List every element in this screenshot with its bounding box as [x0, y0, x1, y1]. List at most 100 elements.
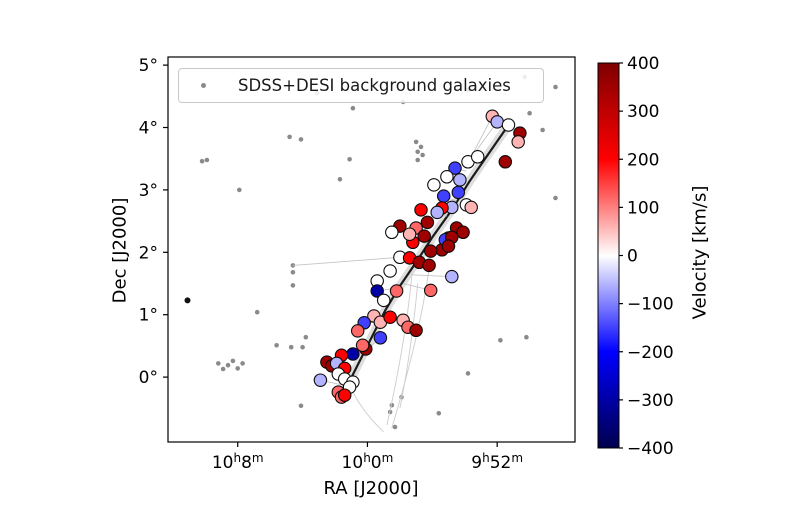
background-galaxy-dot	[216, 361, 221, 366]
background-galaxy-dot	[287, 134, 292, 140]
colorbar-title: Velocity [km/s]	[689, 185, 711, 320]
connector-line	[411, 274, 452, 278]
background-galaxy-dot	[290, 283, 296, 288]
member-galaxy-point	[423, 283, 438, 298]
background-galaxy-dot	[465, 371, 471, 376]
member-galaxy-point	[445, 269, 459, 284]
axes-frame	[167, 56, 576, 443]
member-galaxy-point	[464, 200, 478, 215]
background-galaxy-dot	[298, 403, 304, 409]
member-galaxy-point	[355, 338, 370, 353]
member-galaxy-point	[498, 155, 513, 169]
member-galaxy-point	[402, 227, 417, 241]
y-tick-label: 1°	[139, 306, 158, 326]
background-galaxy-dot	[274, 343, 279, 348]
member-galaxy-point	[441, 239, 456, 253]
tail-curve	[391, 267, 430, 429]
member-galaxy-point	[417, 229, 431, 243]
member-galaxy-point	[383, 264, 397, 278]
colorbar-tick-label: 400	[627, 54, 659, 74]
connector-line	[292, 256, 400, 266]
background-galaxy-dot	[290, 270, 296, 275]
background-galaxy-dot	[350, 105, 356, 111]
member-galaxy-point	[456, 225, 470, 240]
member-galaxy-point	[370, 284, 384, 298]
member-galaxy-point	[422, 258, 436, 273]
background-galaxy-dot	[553, 84, 558, 90]
legend-label: SDSS+DESI background galaxies	[238, 76, 511, 95]
member-galaxy-point	[453, 173, 467, 187]
y-tick-label: 0°	[139, 368, 158, 388]
legend-marker-dot	[201, 83, 206, 88]
background-galaxy-dot	[220, 366, 226, 372]
background-galaxy-dot	[415, 157, 421, 163]
background-galaxy-dot	[347, 157, 352, 162]
background-galaxy-dot	[392, 424, 398, 430]
y-tick-label: 3°	[139, 181, 158, 201]
member-galaxy-point	[511, 135, 525, 149]
background-galaxy-dot	[254, 309, 260, 315]
member-galaxy-point	[420, 215, 435, 230]
member-galaxy-point	[346, 347, 360, 361]
background-galaxy-dot	[298, 137, 304, 142]
x-axis-ticks: 10h8m 10h0m 9h52m	[212, 442, 523, 473]
colorbar-tick-label: −300	[627, 391, 674, 411]
member-galaxy-point	[389, 284, 404, 298]
colorbar-tick-label: −100	[627, 295, 674, 315]
y-tick-label: 2°	[139, 243, 158, 263]
member-galaxy-point	[337, 388, 352, 402]
member-galaxy-point	[427, 178, 441, 192]
colorbar-tick-label: 300	[627, 102, 659, 122]
colorbar-tick-label: 100	[627, 198, 659, 218]
tail-curve	[350, 388, 384, 433]
y-axis-ticks: 5° 4° 3° 2° 1° 0°	[139, 56, 168, 388]
y-tick-label: 4°	[139, 119, 158, 139]
legend: SDSS+DESI background galaxies	[178, 68, 544, 103]
colorbar-tick-label: −400	[627, 439, 674, 459]
y-tick-label: 5°	[139, 56, 158, 76]
background-galaxy-dot	[230, 358, 236, 364]
member-galaxy-point	[383, 310, 397, 324]
colorbar-tick-label: 200	[627, 150, 659, 170]
colorbar-tick-label: −200	[627, 343, 674, 363]
background-galaxy-dot	[553, 195, 558, 201]
background-galaxy-dot	[415, 149, 421, 155]
member-galaxy-point	[373, 331, 388, 345]
background-galaxy-dot	[288, 344, 294, 350]
x-tick-label: 10h8m	[212, 451, 264, 473]
background-galaxy-dot	[413, 139, 419, 145]
member-galaxy-point	[423, 244, 438, 258]
dark-galaxy-dot	[184, 297, 191, 304]
background-galaxy-dot	[235, 366, 240, 371]
background-galaxy-dot	[436, 411, 442, 416]
x-axis-title: RA [J2000]	[323, 478, 419, 499]
tail-curve	[386, 262, 414, 426]
member-galaxy-point	[430, 205, 444, 220]
member-galaxy-point	[313, 373, 328, 387]
member-galaxy-point	[440, 170, 454, 184]
background-galaxy-dot	[237, 187, 242, 193]
member-galaxy-point	[470, 150, 485, 164]
member-galaxy-point	[490, 115, 504, 129]
background-galaxy-dot	[303, 334, 309, 340]
plot-border	[167, 56, 576, 443]
background-galaxy-dot	[418, 144, 424, 150]
tail-curve	[399, 283, 419, 409]
member-galaxy-point	[501, 118, 516, 132]
member-galaxy-point	[409, 323, 423, 338]
background-galaxy-dot	[225, 362, 231, 368]
background-galaxy-dot	[524, 334, 529, 340]
member-galaxies-layer	[313, 109, 527, 404]
background-galaxy-dot	[498, 338, 503, 343]
colorbar: 400 300 200 100 0 −100 −200 −300 −400	[597, 54, 674, 459]
x-tick-label: 9h52m	[471, 451, 523, 473]
background-galaxy-dot	[420, 152, 425, 158]
y-axis-title: Dec [J2000]	[109, 197, 131, 304]
background-galaxy-dot	[527, 110, 532, 116]
member-galaxy-point	[448, 161, 462, 175]
background-galaxy-dot	[300, 344, 305, 350]
x-tick-label: 10h0m	[342, 451, 394, 473]
background-galaxy-dot	[199, 158, 205, 164]
